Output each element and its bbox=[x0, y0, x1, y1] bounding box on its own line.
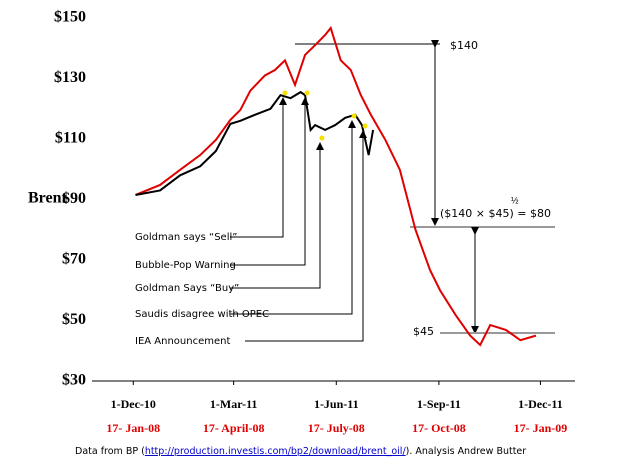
event-pointer bbox=[230, 142, 324, 289]
event-pointer bbox=[230, 97, 309, 266]
x-tick-label: 1-Dec-10 bbox=[111, 397, 156, 411]
x-tick-label: 17- July-08 bbox=[308, 421, 365, 435]
series-line bbox=[135, 90, 375, 196]
y-tick-label: $110 bbox=[55, 130, 86, 147]
annotation: $45 bbox=[413, 325, 434, 338]
event-dot bbox=[319, 135, 325, 141]
x-tick-label: 17- Jan-08 bbox=[106, 421, 160, 435]
event-dot bbox=[351, 113, 357, 119]
event-pointer bbox=[245, 130, 367, 342]
footnote-text: Data from BP ( bbox=[75, 446, 145, 457]
x-tick-label: 17- Jan-09 bbox=[514, 421, 568, 435]
y-tick-label: $50 bbox=[62, 311, 86, 328]
y-tick-label: $90 bbox=[62, 190, 86, 207]
x-tick-label: 17- Oct-08 bbox=[412, 421, 466, 435]
x-tick-label: 1-Sep-11 bbox=[417, 397, 461, 411]
x-tick-label: 1-Jun-11 bbox=[314, 397, 359, 411]
footnote: Data from BP (http://production.investis… bbox=[75, 446, 526, 457]
series-line bbox=[135, 25, 537, 347]
footnote-text: ). Analysis Andrew Butter bbox=[406, 446, 527, 457]
y-tick-label: $130 bbox=[54, 69, 86, 86]
event-pointer bbox=[230, 120, 356, 315]
event-label: Bubble-Pop Warning bbox=[135, 260, 236, 271]
footnote-link[interactable]: http://production.investis.com/bp2/downl… bbox=[145, 446, 407, 457]
event-label: Goldman says “Sell” bbox=[135, 232, 237, 243]
event-label: Goldman Says “Buy” bbox=[135, 283, 239, 294]
y-axis-label: Brent bbox=[28, 190, 67, 207]
annotation: $140 bbox=[450, 39, 478, 52]
x-tick-label: 17- April-08 bbox=[203, 421, 265, 435]
event-dot bbox=[362, 123, 368, 129]
event-dot bbox=[282, 90, 288, 96]
event-label: Saudis disagree with OPEC bbox=[135, 309, 269, 320]
annotation: ($140 × $45) = $80 bbox=[440, 207, 551, 220]
x-tick-label: 1-Mar-11 bbox=[210, 397, 258, 411]
event-dot bbox=[304, 90, 310, 96]
y-tick-label: $150 bbox=[54, 9, 86, 26]
event-label: IEA Announcement bbox=[135, 336, 230, 347]
x-tick-label: 1-Dec-11 bbox=[518, 397, 563, 411]
event-pointer bbox=[230, 97, 287, 238]
y-tick-label: $70 bbox=[62, 251, 86, 268]
annotation: ½ bbox=[511, 195, 519, 205]
y-tick-label: $30 bbox=[62, 372, 86, 389]
